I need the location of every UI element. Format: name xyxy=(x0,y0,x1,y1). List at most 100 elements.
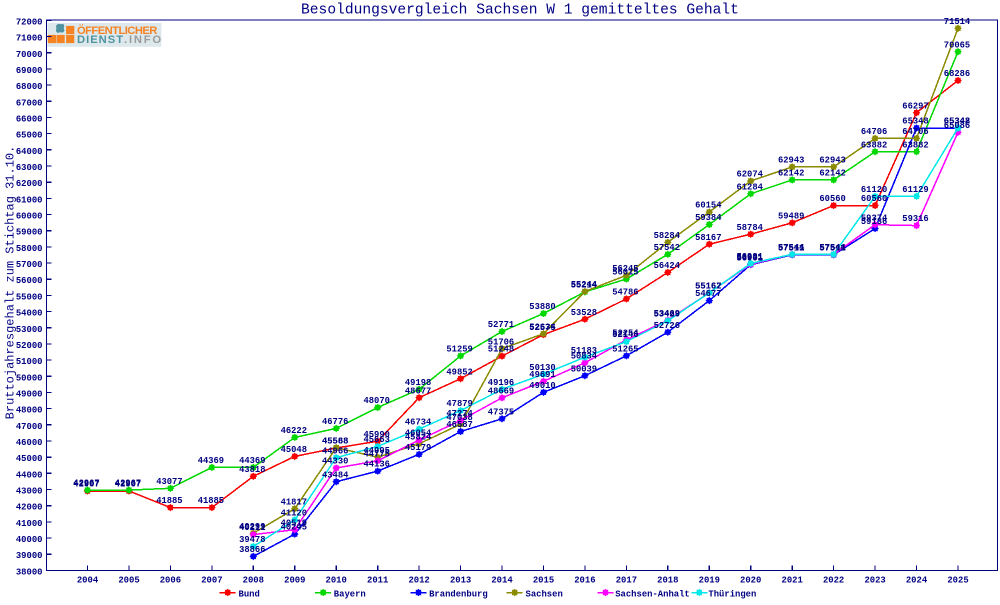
svg-text:Sachsen-Anhalt: Sachsen-Anhalt xyxy=(615,590,690,600)
svg-text:49198: 49198 xyxy=(405,378,431,388)
svg-text:2020: 2020 xyxy=(740,576,761,586)
svg-text:58167: 58167 xyxy=(695,233,721,243)
svg-text:44966: 44966 xyxy=(322,446,348,456)
svg-text:59374: 59374 xyxy=(861,213,888,223)
svg-text:45000: 45000 xyxy=(16,454,43,464)
svg-text:72000: 72000 xyxy=(16,17,43,27)
svg-text:57544: 57544 xyxy=(819,243,846,253)
svg-text:Bruttojahresgehalt zum Stichta: Bruttojahresgehalt zum Stichtag 31.10. xyxy=(4,146,18,420)
svg-text:47375: 47375 xyxy=(488,407,514,417)
svg-text:40000: 40000 xyxy=(16,535,43,545)
svg-text:58284: 58284 xyxy=(654,231,681,241)
svg-text:44136: 44136 xyxy=(363,460,389,470)
svg-text:71000: 71000 xyxy=(16,34,43,44)
svg-text:38000: 38000 xyxy=(16,567,43,577)
svg-text:2021: 2021 xyxy=(782,576,803,586)
svg-text:64706: 64706 xyxy=(902,127,928,137)
svg-text:49010: 49010 xyxy=(529,381,555,391)
svg-text:45990: 45990 xyxy=(363,430,389,440)
svg-text:Besoldungsvergleich Sachsen W: Besoldungsvergleich Sachsen W 1 gemittel… xyxy=(301,3,739,19)
svg-text:52254: 52254 xyxy=(612,328,639,338)
svg-text:Brandenburg: Brandenburg xyxy=(429,590,488,600)
svg-text:70000: 70000 xyxy=(16,50,43,60)
svg-text:62000: 62000 xyxy=(16,179,43,189)
svg-text:45568: 45568 xyxy=(322,437,348,447)
svg-text:60154: 60154 xyxy=(695,201,722,211)
svg-text:65086: 65086 xyxy=(944,121,970,131)
svg-text:60560: 60560 xyxy=(861,194,887,204)
svg-text:57000: 57000 xyxy=(16,260,43,270)
svg-text:46000: 46000 xyxy=(16,438,43,448)
svg-text:62142: 62142 xyxy=(778,169,804,179)
svg-text:Thüringen: Thüringen xyxy=(708,590,756,600)
svg-text:53000: 53000 xyxy=(16,325,43,335)
svg-text:52634: 52634 xyxy=(529,322,556,332)
svg-text:56245: 56245 xyxy=(612,264,638,274)
svg-text:56015: 56015 xyxy=(612,268,638,278)
svg-text:65348: 65348 xyxy=(944,117,970,127)
svg-text:51000: 51000 xyxy=(16,357,43,367)
svg-text:60560: 60560 xyxy=(819,194,845,204)
svg-text:63882: 63882 xyxy=(861,140,887,150)
svg-text:66000: 66000 xyxy=(16,115,43,125)
svg-text:DIENST.INFO: DIENST.INFO xyxy=(77,34,163,46)
svg-text:52575: 52575 xyxy=(529,323,555,333)
svg-text:68286: 68286 xyxy=(944,69,970,79)
svg-text:44330: 44330 xyxy=(322,457,348,467)
svg-text:46054: 46054 xyxy=(405,429,432,439)
svg-text:Bayern: Bayern xyxy=(334,590,366,600)
svg-text:47000: 47000 xyxy=(16,422,43,432)
svg-text:51265: 51265 xyxy=(612,344,638,354)
svg-text:43484: 43484 xyxy=(322,470,349,480)
svg-text:70065: 70065 xyxy=(944,40,970,50)
svg-text:48677: 48677 xyxy=(405,386,431,396)
svg-text:41000: 41000 xyxy=(16,519,43,529)
svg-text:53528: 53528 xyxy=(571,308,597,318)
svg-text:53429: 53429 xyxy=(654,309,680,319)
svg-text:39000: 39000 xyxy=(16,551,43,561)
svg-text:43000: 43000 xyxy=(16,487,43,497)
svg-text:40211: 40211 xyxy=(239,523,265,533)
svg-text:51248: 51248 xyxy=(488,345,514,355)
svg-text:48000: 48000 xyxy=(16,406,43,416)
svg-text:57541: 57541 xyxy=(778,243,804,253)
svg-text:59000: 59000 xyxy=(16,228,43,238)
svg-text:49196: 49196 xyxy=(488,378,514,388)
svg-text:46587: 46587 xyxy=(446,420,472,430)
svg-text:2014: 2014 xyxy=(491,576,513,586)
svg-text:54000: 54000 xyxy=(16,309,43,319)
svg-text:57541: 57541 xyxy=(819,243,845,253)
svg-text:67000: 67000 xyxy=(16,98,43,108)
svg-text:50834: 50834 xyxy=(571,351,598,361)
svg-text:59316: 59316 xyxy=(902,214,928,224)
svg-text:42000: 42000 xyxy=(16,503,43,513)
svg-text:41817: 41817 xyxy=(281,497,307,507)
svg-text:Sachsen: Sachsen xyxy=(526,590,563,600)
svg-text:45588: 45588 xyxy=(322,436,348,446)
svg-text:65000: 65000 xyxy=(16,131,43,141)
svg-text:2023: 2023 xyxy=(864,576,885,586)
svg-text:47879: 47879 xyxy=(446,399,472,409)
svg-text:2008: 2008 xyxy=(243,576,264,586)
svg-text:51183: 51183 xyxy=(571,346,597,356)
svg-text:2016: 2016 xyxy=(574,576,595,586)
svg-text:49000: 49000 xyxy=(16,390,43,400)
svg-text:58784: 58784 xyxy=(736,223,763,233)
svg-text:38866: 38866 xyxy=(239,545,265,555)
svg-text:44369: 44369 xyxy=(198,456,224,466)
svg-text:55244: 55244 xyxy=(571,280,598,290)
svg-text:2024: 2024 xyxy=(906,576,928,586)
svg-text:2009: 2009 xyxy=(284,576,305,586)
svg-text:47038: 47038 xyxy=(446,413,472,423)
svg-text:62943: 62943 xyxy=(819,156,845,166)
svg-text:45179: 45179 xyxy=(405,443,431,453)
svg-text:51706: 51706 xyxy=(488,337,514,347)
svg-text:50039: 50039 xyxy=(571,364,597,374)
svg-text:55162: 55162 xyxy=(695,281,721,291)
svg-text:39478: 39478 xyxy=(239,535,265,545)
svg-text:61120: 61120 xyxy=(861,185,887,195)
svg-text:50130: 50130 xyxy=(529,363,555,373)
svg-text:62074: 62074 xyxy=(736,170,763,180)
svg-text:52000: 52000 xyxy=(16,341,43,351)
svg-text:57511: 57511 xyxy=(819,243,845,253)
